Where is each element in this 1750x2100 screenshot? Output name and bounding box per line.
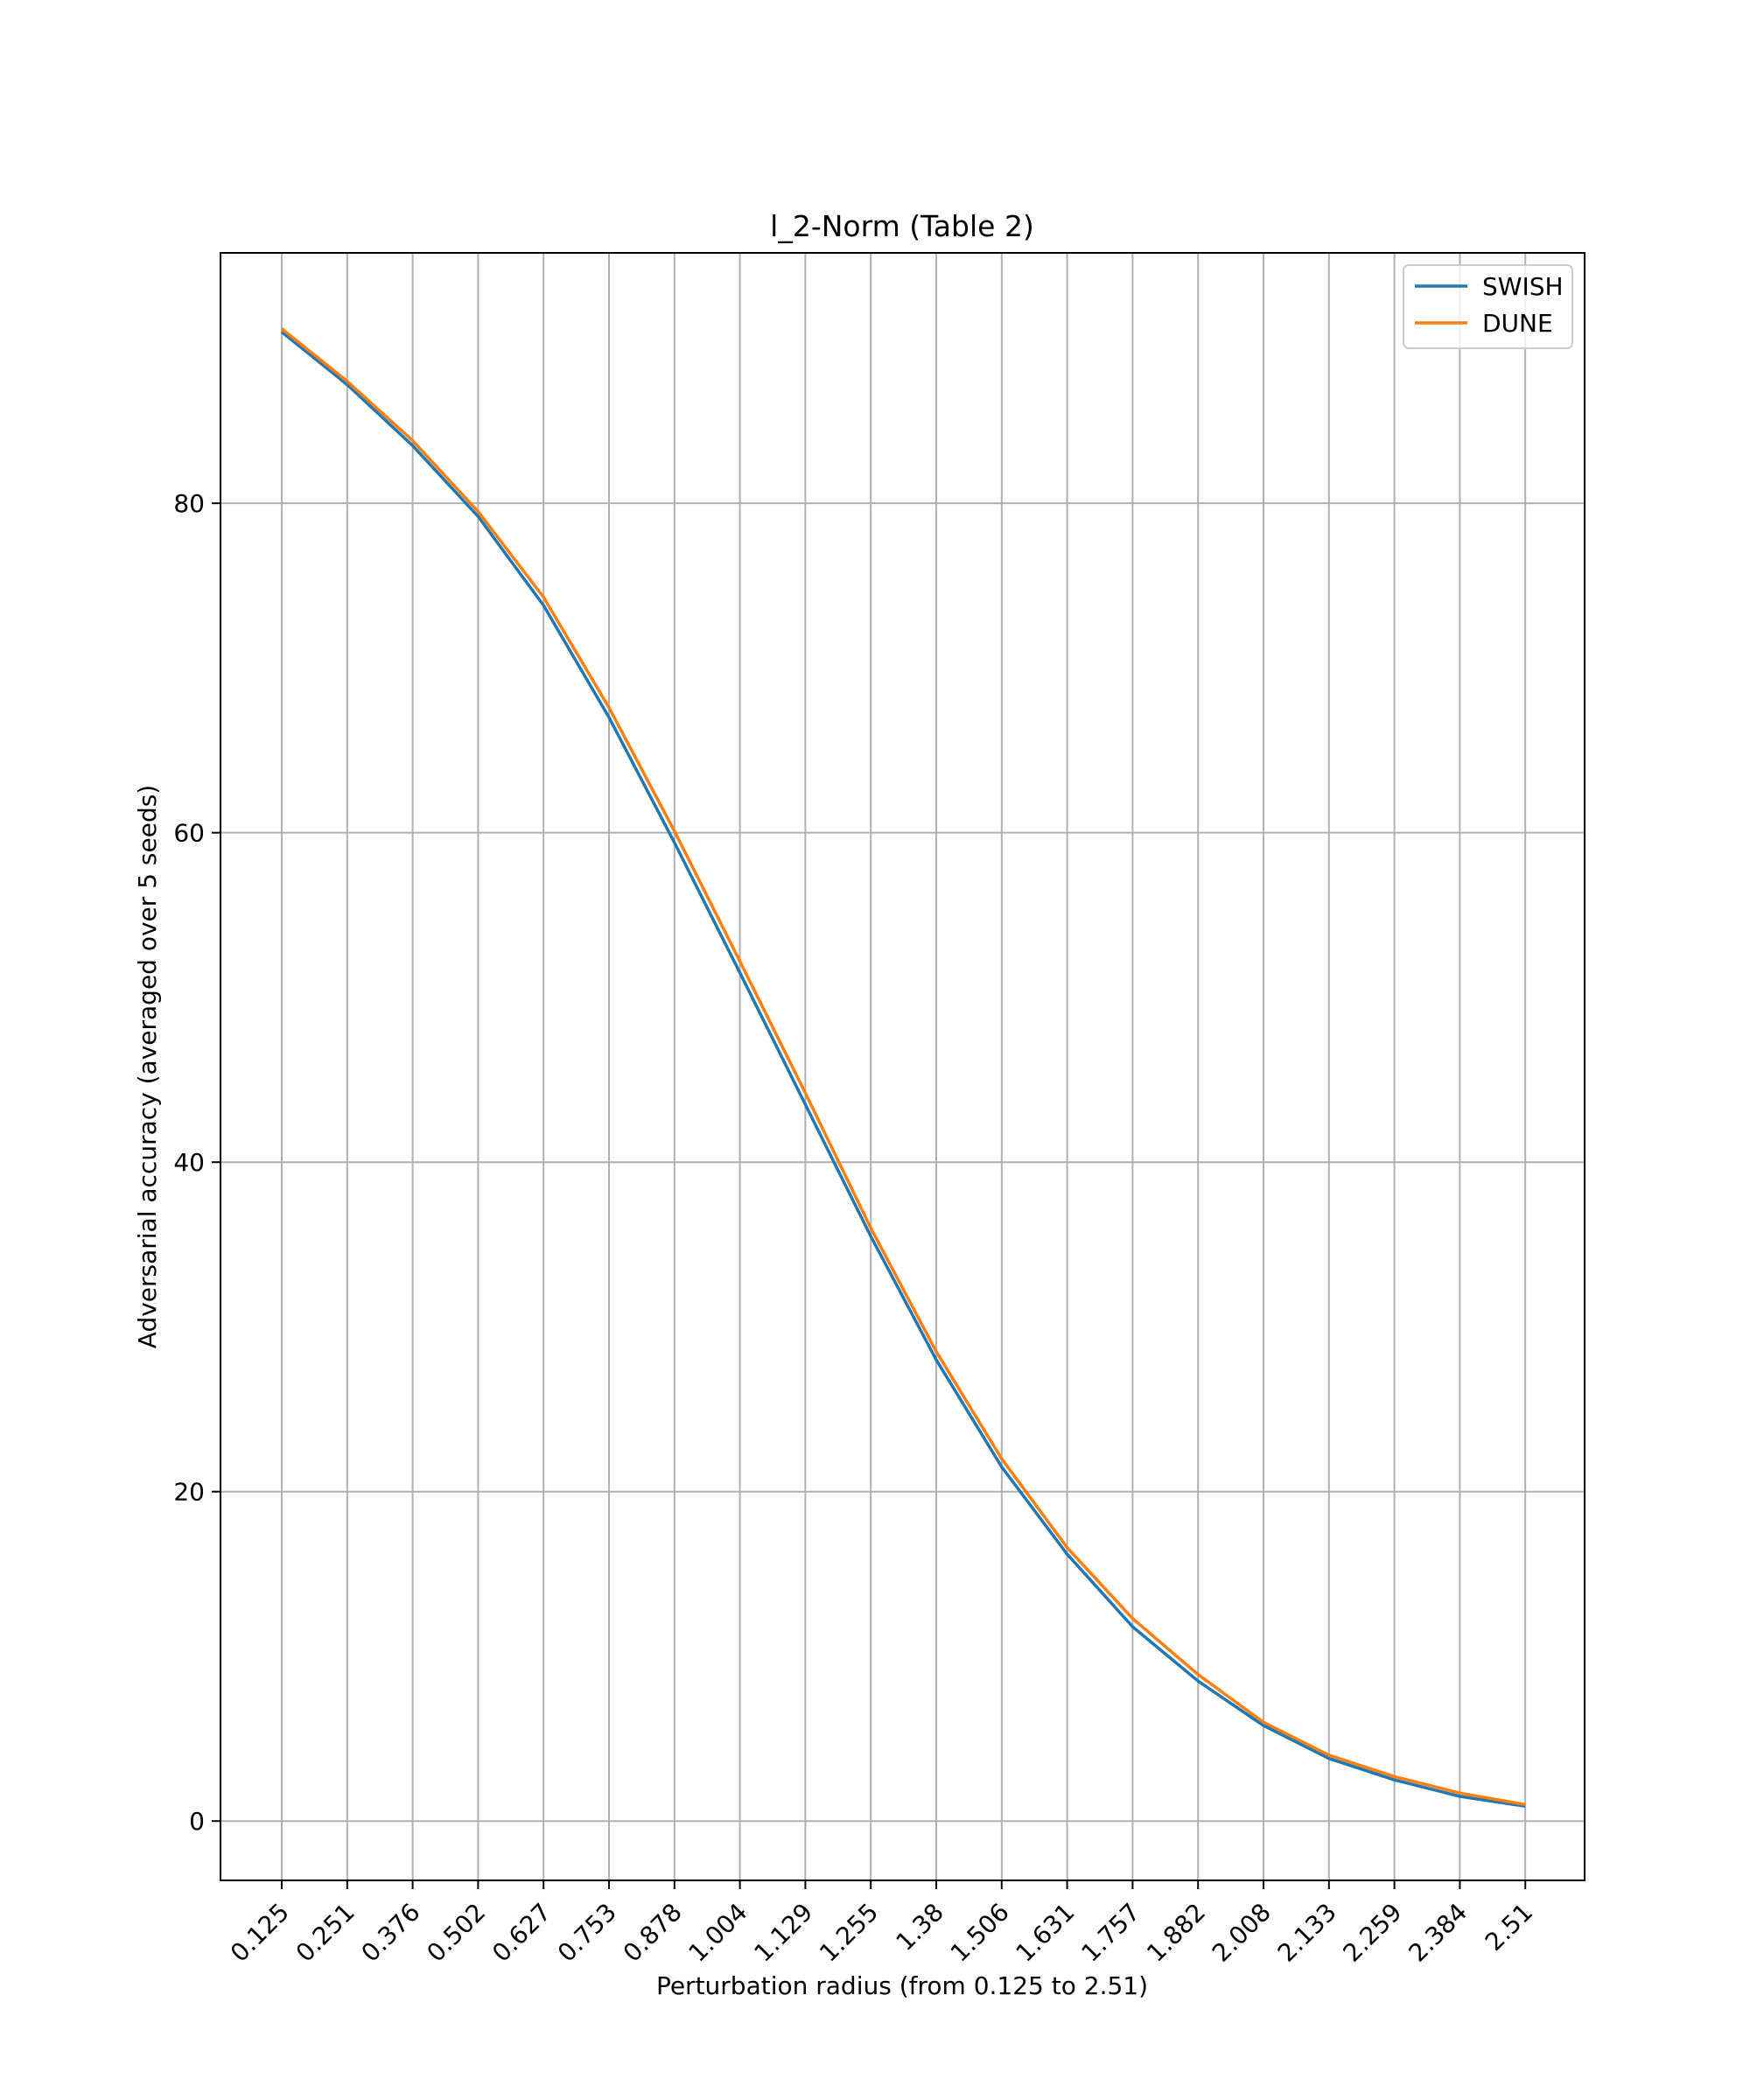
y-axis-label: Adversarial accuracy (averaged over 5 se… bbox=[133, 785, 162, 1348]
y-tick-label: 20 bbox=[173, 1478, 205, 1507]
chart-title: l_2-Norm (Table 2) bbox=[770, 209, 1034, 243]
legend-items: SWISH DUNE bbox=[1415, 272, 1564, 338]
x-axis-label: Perturbation radius (from 0.125 to 2.51) bbox=[656, 1971, 1148, 2000]
legend: SWISH DUNE bbox=[1403, 264, 1573, 349]
legend-label-dune: DUNE bbox=[1482, 309, 1553, 338]
plot-frame bbox=[220, 252, 1586, 1881]
legend-label-swish: SWISH bbox=[1482, 272, 1564, 301]
y-tick-label: 0 bbox=[189, 1807, 205, 1836]
series-lines bbox=[280, 327, 1526, 1809]
y-tick-label: 40 bbox=[173, 1148, 205, 1177]
series-line-dune bbox=[280, 327, 1526, 1807]
series-line-swish bbox=[280, 331, 1526, 1809]
y-tick-label: 80 bbox=[173, 489, 205, 518]
grid bbox=[220, 253, 1585, 1880]
y-axis: 0 20 40 60 80 bbox=[173, 489, 220, 1836]
y-tick-label: 60 bbox=[173, 819, 205, 848]
